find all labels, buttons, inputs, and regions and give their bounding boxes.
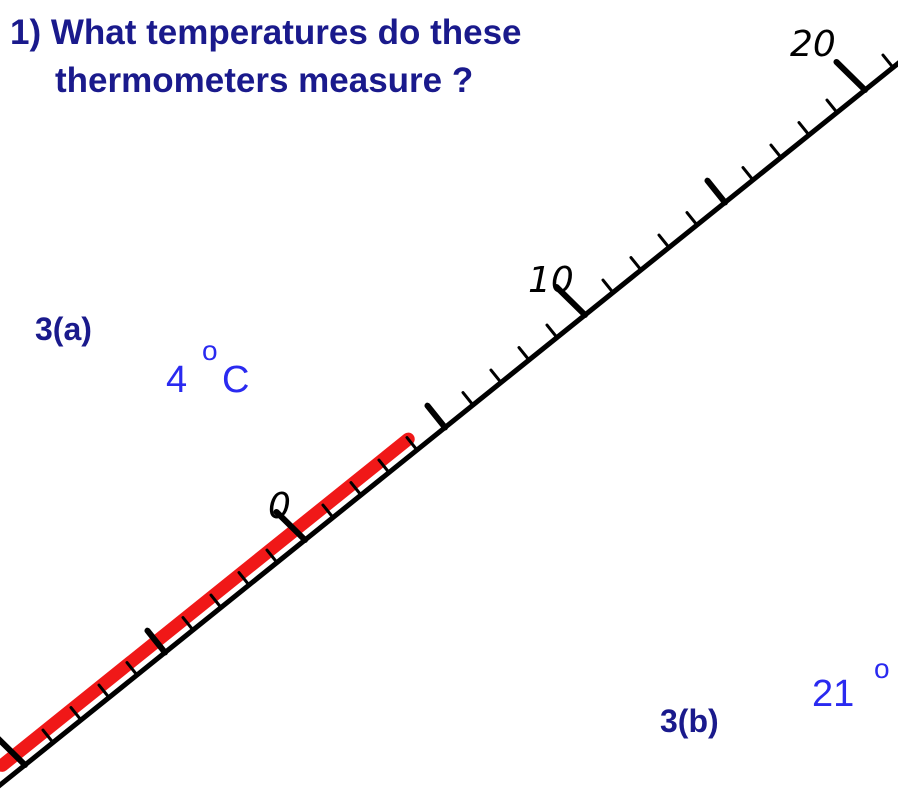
tick — [489, 368, 503, 384]
answer: 21 — [812, 673, 854, 715]
answer: 4 — [166, 359, 187, 401]
tick — [181, 616, 195, 632]
scale-line — [0, 60, 898, 789]
tick — [685, 211, 699, 227]
tick — [833, 58, 868, 93]
tick — [69, 706, 83, 722]
tick — [273, 508, 308, 543]
tick — [769, 143, 783, 159]
tick — [97, 683, 111, 699]
tick — [657, 233, 671, 249]
tick — [41, 728, 55, 744]
tick — [377, 458, 391, 474]
question-line: 1) What temperatures do these — [10, 13, 522, 52]
tick — [629, 256, 643, 272]
scale-label: 10 — [528, 260, 574, 301]
tick — [704, 177, 728, 206]
tick — [405, 436, 419, 452]
liquid — [0, 432, 415, 772]
tick — [0, 736, 28, 768]
tick — [461, 391, 475, 407]
unit: C — [222, 359, 249, 401]
tick — [545, 323, 559, 339]
scale-label: 20 — [790, 24, 836, 65]
tick — [209, 593, 223, 609]
tick — [424, 402, 448, 431]
tick — [144, 627, 168, 656]
tick — [881, 53, 895, 69]
tick — [601, 278, 615, 294]
tick — [553, 283, 588, 318]
thermometer — [0, 53, 898, 789]
tick — [321, 503, 335, 519]
degree-sign: o — [202, 335, 218, 366]
degree-sign: o — [874, 653, 890, 684]
tick — [741, 166, 755, 182]
tick — [125, 661, 139, 677]
tick — [517, 346, 531, 362]
question-line: thermometers measure ? — [55, 61, 473, 100]
tick — [825, 98, 839, 114]
tick — [797, 121, 811, 137]
tick — [349, 481, 363, 497]
part-label: 3(a) — [35, 311, 92, 347]
tick — [237, 571, 251, 587]
part-label: 3(b) — [660, 703, 719, 739]
scale-label: 0 — [268, 486, 291, 527]
tick — [265, 548, 279, 564]
